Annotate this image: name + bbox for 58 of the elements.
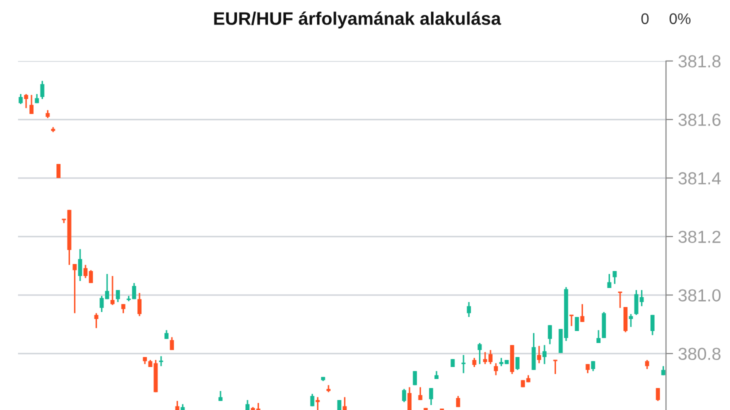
candlestick [337,399,342,410]
candlestick [537,345,542,364]
candlestick [40,80,44,100]
candlestick [429,387,434,406]
y-tick-label: 380.8 [678,348,720,360]
chart-title: EUR/HUF árfolyamának alakulása [214,12,502,28]
candlestick [548,324,552,345]
candlestick [402,388,406,403]
candlestick [553,359,558,375]
candlestick [618,291,622,309]
candlestick [407,386,412,410]
text: 0% [670,13,690,24]
y-tick-label: 381.2 [678,230,720,243]
candlestick [650,314,655,336]
candlestick [18,93,23,105]
candlestick [310,393,314,407]
candlestick [110,275,115,306]
candlestick [218,390,223,402]
candlestick [656,387,660,402]
candlestick [245,399,250,410]
candlestick [316,396,320,410]
candlestick [623,306,628,333]
candlestick [342,396,347,410]
candlestick [596,329,601,344]
candlestick [580,303,584,323]
candlestick [532,332,536,371]
candlestick [29,94,34,115]
candlestick [645,359,650,370]
candlestick [607,273,612,289]
candlestick [137,292,142,317]
candlestick [170,336,174,351]
candlestick [478,342,482,365]
y-tick-label: 381.4 [678,172,721,184]
candlestick [78,248,82,282]
candlestick [612,270,617,285]
candlestick [72,263,77,314]
candlestick [591,360,596,372]
candlestick [159,355,164,367]
candlestick [472,357,476,368]
y-tick-label: 381.8 [678,55,720,68]
candlestick [175,400,180,410]
candlestick [515,356,520,371]
candlestick [461,354,466,374]
candlestick [494,362,498,376]
candlestick [94,312,98,329]
candlestick [586,363,590,374]
candlestick [466,301,471,318]
candlestick [628,313,633,328]
candlestick [121,303,126,314]
candlestick [412,370,417,386]
candlestick [24,93,28,109]
candlestick [542,344,547,365]
candlestick [418,386,422,401]
text: 0 [641,13,649,24]
y-tick-label: 381.6 [678,114,720,126]
candlestick [116,289,120,303]
y-tick-label: 381.0 [678,289,721,302]
candlestick [569,314,574,327]
